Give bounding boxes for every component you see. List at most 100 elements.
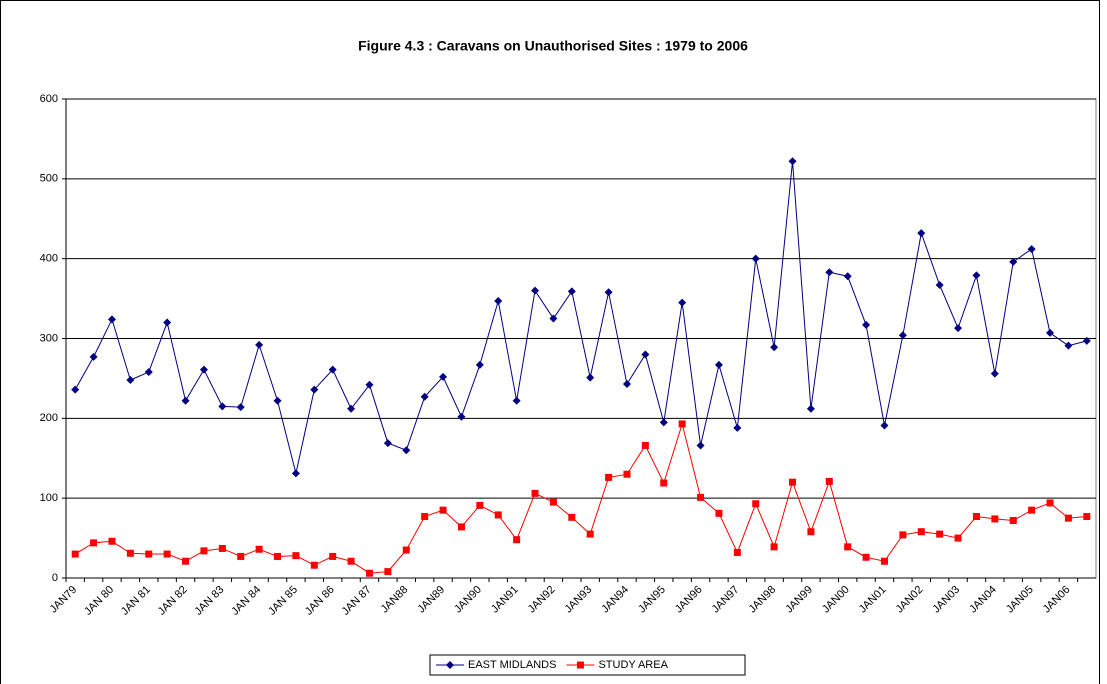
point <box>825 477 833 485</box>
y-tick-label: 400 <box>40 253 58 265</box>
point <box>439 372 448 381</box>
point <box>844 543 852 551</box>
point <box>71 385 80 394</box>
point <box>1009 517 1017 525</box>
point <box>291 469 300 478</box>
point <box>512 396 521 405</box>
point <box>1064 341 1073 350</box>
point <box>236 403 245 412</box>
point <box>604 288 613 297</box>
point <box>990 369 999 378</box>
point <box>218 544 226 552</box>
point <box>862 320 871 329</box>
point <box>954 534 962 542</box>
point <box>439 506 447 514</box>
chart-title: Figure 4.3 : Caravans on Unauthorised Si… <box>358 38 748 54</box>
point <box>329 552 337 560</box>
point <box>475 360 484 369</box>
point <box>1082 336 1091 345</box>
point <box>218 402 227 411</box>
point <box>384 568 392 576</box>
point <box>383 439 392 448</box>
point <box>1027 245 1036 254</box>
point <box>145 550 153 558</box>
point <box>494 511 502 519</box>
point <box>365 380 374 389</box>
point <box>421 513 429 521</box>
point <box>310 385 319 394</box>
point <box>586 373 595 382</box>
legend-marker <box>446 661 454 669</box>
point <box>972 513 980 521</box>
y-tick-label: 600 <box>40 93 58 105</box>
point <box>1046 328 1055 337</box>
point <box>89 352 98 361</box>
point <box>90 539 98 547</box>
point <box>825 268 834 277</box>
point <box>365 569 373 577</box>
legend-marker <box>576 661 584 669</box>
point <box>898 331 907 340</box>
point <box>402 446 411 455</box>
point <box>549 498 557 506</box>
y-tick-label: 300 <box>40 332 58 344</box>
point <box>273 396 282 405</box>
point <box>457 523 465 531</box>
point <box>770 343 779 352</box>
point <box>751 254 760 263</box>
y-tick-label: 100 <box>40 492 58 504</box>
point <box>752 500 760 508</box>
point <box>549 314 558 323</box>
point <box>126 376 135 385</box>
point <box>678 298 687 307</box>
point <box>274 552 282 560</box>
point <box>715 509 723 517</box>
point <box>1064 514 1072 522</box>
point <box>255 545 263 553</box>
point <box>163 318 172 327</box>
point <box>108 537 116 545</box>
point <box>292 552 300 560</box>
point <box>402 546 410 554</box>
point <box>641 350 650 359</box>
series-line <box>74 161 1087 474</box>
point <box>678 420 686 428</box>
point <box>806 404 815 413</box>
point <box>513 536 521 544</box>
point <box>163 550 171 558</box>
point <box>531 286 540 295</box>
point <box>641 441 649 449</box>
point <box>237 552 245 560</box>
point <box>733 548 741 556</box>
point <box>255 340 264 349</box>
point <box>494 296 503 305</box>
point <box>899 531 907 539</box>
point <box>1028 506 1036 514</box>
point <box>126 549 134 557</box>
point <box>200 547 208 555</box>
point <box>880 557 888 565</box>
legend-label: EAST MIDLANDS <box>468 659 556 671</box>
point <box>714 360 723 369</box>
point <box>862 553 870 561</box>
point <box>659 418 668 427</box>
point <box>622 380 631 389</box>
y-tick-label: 500 <box>40 173 58 185</box>
point <box>144 368 153 377</box>
point <box>788 157 797 166</box>
point <box>1009 257 1018 266</box>
point <box>935 281 944 290</box>
point <box>605 473 613 481</box>
point <box>972 271 981 280</box>
point <box>843 272 852 281</box>
point <box>917 229 926 238</box>
point <box>660 479 668 487</box>
point <box>531 489 539 497</box>
point <box>328 365 337 374</box>
point <box>1083 513 1091 521</box>
point <box>991 515 999 523</box>
y-tick-label: 200 <box>40 412 58 424</box>
y-tick-label: 0 <box>52 572 58 584</box>
point <box>457 412 466 421</box>
